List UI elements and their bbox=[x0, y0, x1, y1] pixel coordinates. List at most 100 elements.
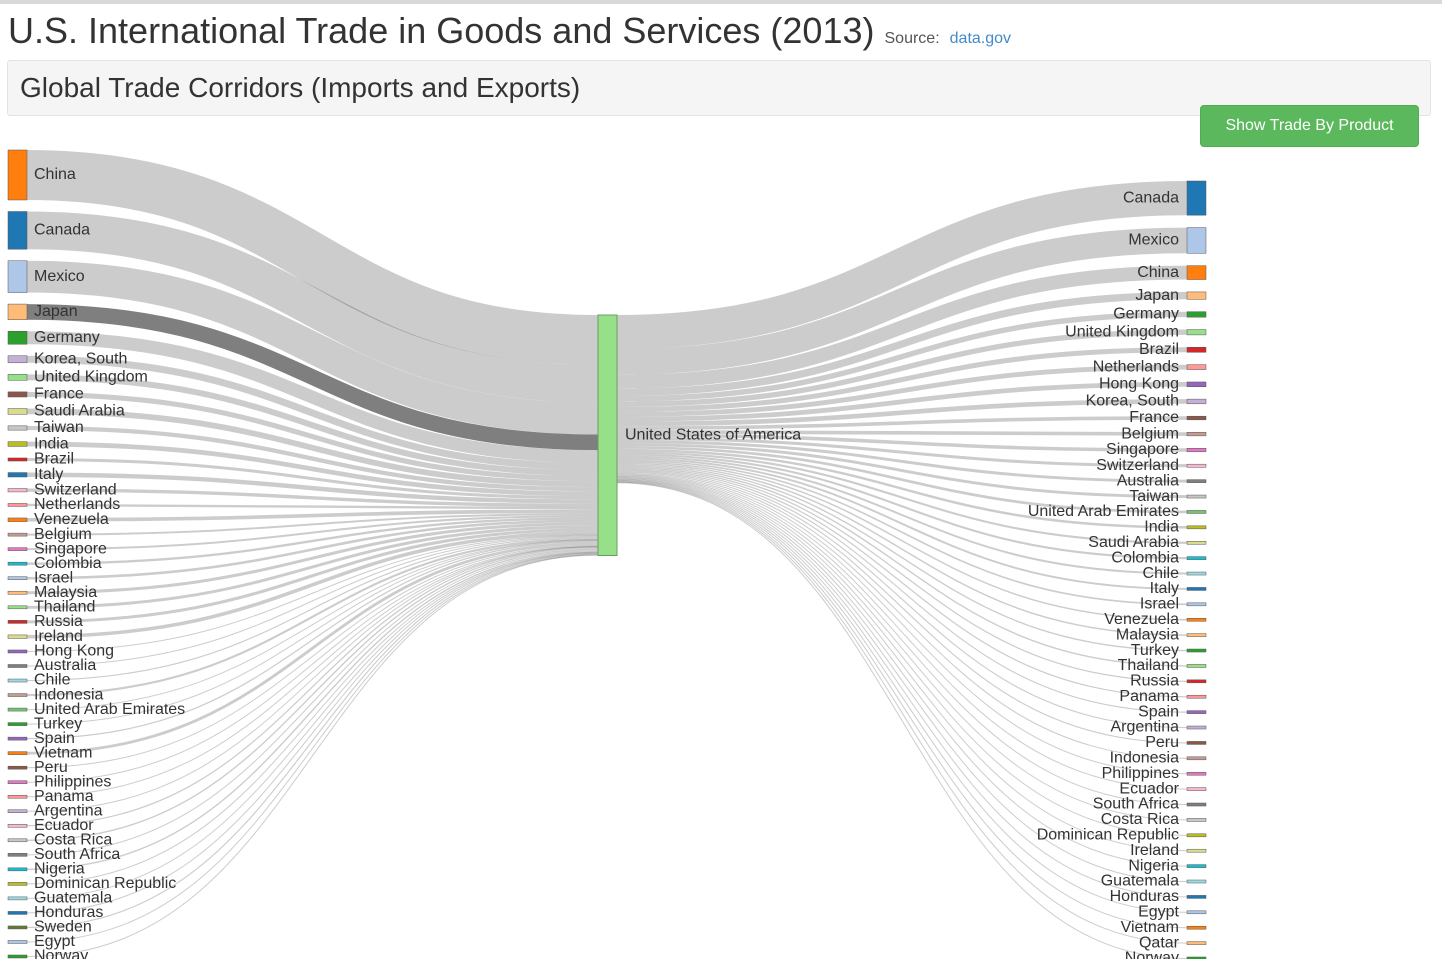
link bbox=[616, 477, 1188, 852]
node-label: Korea, South bbox=[34, 350, 127, 367]
node-label: South Africa bbox=[1093, 796, 1179, 813]
link bbox=[616, 459, 1188, 606]
node bbox=[7, 809, 28, 814]
node bbox=[7, 441, 28, 447]
node-label: Canada bbox=[1123, 189, 1179, 206]
node bbox=[1186, 571, 1207, 576]
node bbox=[1186, 347, 1207, 353]
node bbox=[7, 751, 28, 755]
link bbox=[26, 540, 599, 740]
link bbox=[26, 355, 599, 471]
node bbox=[7, 954, 28, 959]
node-label: Israel bbox=[34, 569, 73, 586]
node-label: India bbox=[34, 435, 69, 452]
link bbox=[616, 476, 1188, 821]
node bbox=[7, 838, 28, 843]
node-label: Dominican Republic bbox=[34, 875, 176, 892]
link bbox=[616, 471, 1188, 744]
node bbox=[7, 780, 28, 784]
link bbox=[616, 416, 1188, 430]
node-label: Nigeria bbox=[1128, 857, 1179, 874]
link bbox=[26, 503, 599, 510]
node-label: Egypt bbox=[1138, 904, 1179, 921]
node bbox=[1186, 525, 1207, 530]
node-label: Russia bbox=[34, 613, 83, 630]
link bbox=[616, 457, 1188, 590]
node bbox=[1186, 725, 1207, 730]
node-label: Dominican Republic bbox=[1037, 827, 1179, 844]
node bbox=[7, 911, 28, 915]
node-label: Guatemala bbox=[1101, 873, 1179, 890]
link bbox=[26, 517, 599, 565]
node bbox=[7, 149, 28, 201]
node-label: Vietnam bbox=[1121, 919, 1179, 936]
node bbox=[1186, 415, 1207, 421]
link bbox=[26, 457, 599, 500]
node bbox=[1186, 818, 1207, 822]
node bbox=[7, 355, 28, 364]
link bbox=[26, 525, 599, 609]
link bbox=[616, 467, 1188, 698]
link bbox=[26, 539, 599, 711]
node bbox=[1186, 463, 1207, 468]
node-label: Ecuador bbox=[1119, 780, 1179, 797]
source-link[interactable]: data.gov bbox=[949, 30, 1012, 47]
node bbox=[1186, 679, 1207, 684]
node bbox=[1186, 311, 1207, 318]
node bbox=[7, 260, 28, 293]
link bbox=[26, 553, 599, 929]
node bbox=[7, 620, 28, 624]
link bbox=[26, 391, 599, 482]
node-label: India bbox=[1144, 519, 1179, 536]
node-label: Philippines bbox=[34, 773, 111, 790]
node-label: Japan bbox=[34, 303, 78, 320]
node-label: Qatar bbox=[1139, 934, 1180, 951]
node-label: Germany bbox=[34, 329, 100, 346]
product-button[interactable]: Show Trade By Product bbox=[1200, 105, 1419, 147]
node bbox=[1186, 329, 1207, 336]
node-label: South Africa bbox=[34, 846, 120, 863]
node-label: Netherlands bbox=[1093, 358, 1179, 375]
node bbox=[1186, 617, 1207, 622]
node-label: United Arab Emirates bbox=[1028, 503, 1179, 520]
link bbox=[26, 519, 599, 580]
node bbox=[7, 547, 28, 551]
node-label: United Kingdom bbox=[34, 369, 148, 386]
link bbox=[26, 546, 599, 812]
center-node bbox=[597, 314, 618, 557]
node-label: Egypt bbox=[34, 933, 75, 950]
link bbox=[26, 211, 599, 403]
node-label: Saudi Arabia bbox=[34, 403, 125, 420]
node bbox=[7, 517, 28, 522]
link bbox=[616, 399, 1188, 427]
link bbox=[616, 478, 1188, 867]
node bbox=[1186, 265, 1207, 280]
link bbox=[26, 304, 599, 451]
node-label: Venezuela bbox=[1104, 611, 1179, 628]
node bbox=[1186, 602, 1207, 607]
link bbox=[26, 552, 599, 899]
link bbox=[616, 481, 1188, 944]
node-label: Philippines bbox=[1102, 765, 1179, 782]
link bbox=[26, 488, 599, 508]
node bbox=[7, 853, 28, 857]
link bbox=[616, 227, 1188, 375]
link bbox=[26, 550, 599, 871]
node-label: Australia bbox=[34, 657, 96, 674]
node bbox=[1186, 479, 1207, 483]
link bbox=[616, 460, 1188, 621]
link bbox=[616, 443, 1188, 499]
node bbox=[7, 794, 28, 799]
node bbox=[1186, 848, 1207, 853]
node-label: Vietnam bbox=[34, 744, 92, 761]
link bbox=[26, 549, 599, 856]
link bbox=[26, 528, 599, 624]
node-label: Mexico bbox=[34, 268, 85, 285]
node bbox=[1186, 291, 1207, 300]
node bbox=[1186, 494, 1207, 499]
node-label: Peru bbox=[34, 759, 68, 776]
node-label: Argentina bbox=[1111, 719, 1180, 736]
node bbox=[7, 211, 28, 250]
link bbox=[26, 554, 599, 943]
link bbox=[26, 331, 599, 464]
